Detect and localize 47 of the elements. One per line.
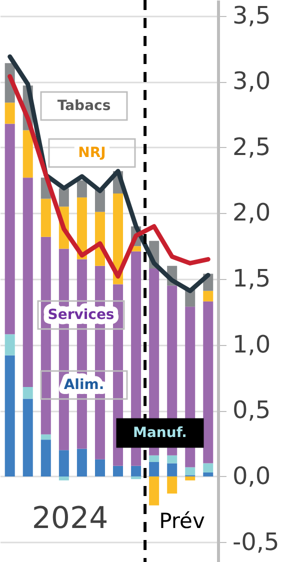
bar: [22, 178, 33, 387]
bar: [58, 450, 69, 476]
bar: [149, 476, 160, 506]
bar: [94, 190, 105, 212]
bar: [58, 188, 69, 207]
bar: [113, 466, 124, 476]
bar: [149, 462, 160, 476]
bar: [203, 301, 214, 464]
bar: [185, 476, 196, 480]
y-tick-label: 3,0: [232, 67, 271, 96]
series-label: Manuf.: [133, 425, 187, 441]
bar: [40, 198, 51, 237]
bar: [40, 440, 51, 476]
y-tick-label: 1,0: [232, 330, 271, 358]
series-label: Tabacs: [57, 98, 111, 114]
bar: [167, 476, 178, 494]
bar: [22, 386, 33, 399]
bar: [149, 455, 160, 462]
bar: [185, 467, 196, 476]
bar: [167, 455, 178, 464]
bar: [40, 434, 51, 440]
y-tick-label: 2,0: [232, 198, 271, 227]
y-tick-label: 1,5: [232, 264, 271, 293]
bar: [4, 102, 15, 124]
y-tick-label: 0,0: [232, 462, 271, 490]
bar: [167, 463, 178, 476]
y-tick-label: 0,5: [232, 396, 271, 424]
text: NRJ: [78, 145, 106, 161]
bar: [4, 355, 15, 476]
y-tick-label: 2,5: [232, 132, 271, 161]
bar: [203, 472, 214, 476]
bar: [203, 290, 214, 302]
bar: [22, 130, 33, 178]
bar: [4, 124, 15, 334]
bar: [76, 180, 87, 198]
bar: [94, 459, 105, 476]
bar: [131, 466, 142, 476]
annotation: Prév: [159, 509, 205, 533]
bar: [131, 476, 142, 480]
annotation: 2024: [32, 501, 108, 536]
y-tick-label: -0,5: [232, 528, 280, 556]
bar: [76, 448, 87, 476]
bar: [4, 334, 15, 356]
y-tick-label: 3,5: [232, 1, 271, 30]
bar: [58, 476, 69, 480]
bar: [22, 398, 33, 476]
bar: [203, 463, 214, 472]
